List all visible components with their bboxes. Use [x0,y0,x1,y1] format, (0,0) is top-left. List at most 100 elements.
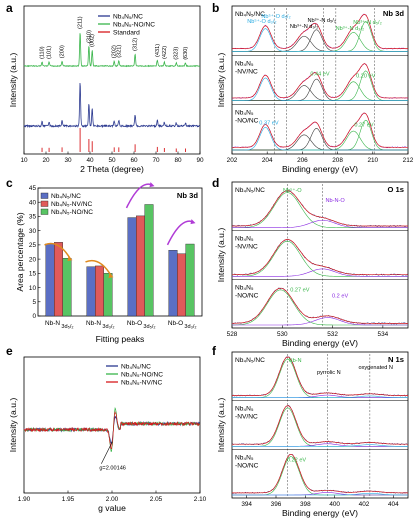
n1s-fit-envelope [232,405,408,445]
nb3d-sample-label: -NV/NC [235,68,258,75]
bar-ytick-label: 5 [32,299,36,306]
bar-2-0 [127,217,137,317]
xrd-ylabel: Intensity (a.u.) [8,53,18,108]
bar-ylabel: Area percentage (%) [15,212,25,291]
o1s-frame [231,181,409,329]
o1s-xtick-label: 530 [277,331,288,338]
o1s-raw-spectrum [231,238,409,276]
o1s-shift-label: 0.2 eV [332,293,348,299]
bar-category-label: Nb-O [168,320,183,327]
bar-xlabel: Fitting peaks [96,334,145,344]
n1s-sample-label: -NO/NC [235,462,259,469]
o1s-fit-envelope [231,190,408,227]
n1s-frame [231,351,409,499]
epr-xlabel: g value [98,503,126,513]
xrd-legend-label: Standard [113,29,140,36]
o1s-xtick-label: 534 [378,331,389,338]
bar-ytick-label: 0 [32,313,36,320]
bar-2-2 [144,204,154,317]
bar-0-2 [62,258,72,317]
n1s-xtick-label: 394 [241,501,252,508]
n1s-xtick-label: 400 [329,501,340,508]
bar-trend-arrowhead [190,219,196,225]
nb3d-raw-spectrum [231,62,409,100]
n1s-xtick-label: 398 [300,501,311,508]
nb3d-shift-label: 0.20 eV [356,73,376,79]
nb3d-xtick-label: 208 [332,157,343,164]
bar-ytick-label: 25 [29,242,37,249]
n1s-annotation: pyrrolic N [317,370,341,376]
nb3d-fit-component [232,28,408,52]
bar-ytick-label: 15 [29,271,37,278]
nb3d-xlabel: Binding energy (eV) [282,164,358,174]
nb3d-shift-label: 0.44 eV [310,71,330,77]
xrd-xtick-label: 10 [20,157,28,164]
bar-trend-arrow [166,220,194,246]
bar-3-1 [177,253,186,317]
xrd-peak-label: (211) [78,16,84,29]
bar-1-1 [95,265,104,317]
bar-ytick-label: 10 [29,285,37,292]
n1s-fit-component [232,395,408,398]
o1s-sample-label: -NO/NC [235,292,259,299]
nb3d-xtick-label: 204 [262,157,273,164]
bar-category-sub: 3d₅/₂ [143,324,155,330]
n1s-annotation: oxygenated N [358,365,393,371]
n1s-shift-label: 0.22 eV [287,457,307,463]
bar-legend-swatch [40,208,49,215]
xrd-xtick-label: 60 [130,157,138,164]
o1s-fit-component [232,268,408,277]
n1s-ylabel: Intensity (a.u.) [216,398,226,453]
nb3d-fit-component [232,126,408,151]
bar-ytick-label: 40 [29,199,37,206]
o1s-fit-envelope [231,287,408,324]
panel-letter-c: c [6,176,13,190]
bar-trend-arrow [44,242,72,260]
nb3d-sample-label: -NO/NC [235,118,259,125]
bar-category-sub: 3d₃/₂ [184,324,196,330]
nb3d-fit-envelope [232,14,408,49]
nb3d-shift-label: 0.27 eV [354,123,374,129]
bar-legend-label: Nb₄N₅/NC [51,193,81,200]
nb3d-fit-envelope [232,63,408,99]
xrd-xtick-label: 40 [86,157,94,164]
xrd-peak-label: (321) [116,45,122,58]
nb3d-xtick-label: 212 [403,157,414,164]
o1s-fit-component [232,219,408,228]
epr-xtick-label: 1.90 [18,496,31,503]
o1s-xtick-label: 532 [327,331,338,338]
bar-0-0 [45,243,55,317]
nb3d-annotation: Nb⁵⁺-O d₃/₂ [247,18,276,25]
xrd-peak-label: (630) [183,47,189,60]
o1s-raw-spectrum [231,189,409,228]
n1s-xtick-label: 404 [388,501,399,508]
n1s-fit-component [232,492,408,496]
xrd-peak-label: (312) [133,38,139,51]
xrd-peak-label: (323) [174,47,180,60]
nb3d-fit-component [232,77,408,101]
n1s-sample-label: Nb₄N₅ [235,406,254,413]
panel-letter-d: d [212,176,219,190]
bar-1-2 [103,273,113,317]
xrd-peak-label: (422) [162,46,168,59]
nb3d-frame [231,5,409,155]
bar-legend-label: Nb₄N₅-NO/NC [51,209,93,216]
xrd-frame [23,5,201,155]
epr-legend-label: Nb₄N₅-NV/NC [121,379,162,386]
o1s-sample-label: Nb₄N₅ [235,284,254,291]
o1s-xlabel: Binding energy (eV) [282,338,358,348]
n1s-raw-spectrum [231,454,409,494]
xrd-xtick-label: 80 [174,157,182,164]
nb3d-fit-component [232,81,408,101]
bar-ytick-label: 20 [29,256,37,263]
bar-3-0 [168,250,178,317]
epr-xtick-label: 2.00 [106,496,119,503]
nb3d-shift-label: 0.37 eV [259,121,279,127]
o1s-shift-label: 0.27 eV [290,287,310,293]
nb3d-fit-component [232,32,408,52]
nb3d-sample-label: Nb₄N₅ [235,110,254,117]
xrd-legend-label: Nb₄N₅-NO/NC [113,21,155,28]
bar-trend-arrowhead [108,273,114,279]
nb3d-xtick-label: 206 [297,157,308,164]
nb3d-annotation: Nb³⁺-N d₅/₂ [308,17,337,24]
